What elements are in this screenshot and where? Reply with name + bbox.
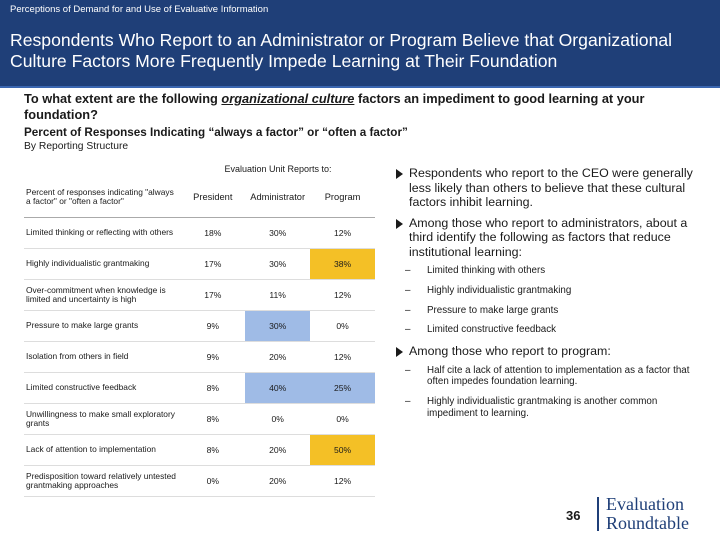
- question-emphasis: organizational culture: [221, 91, 355, 106]
- dash-bullet-icon: –: [405, 265, 411, 276]
- arrow-bullet-icon: [396, 347, 403, 358]
- finding-text: Respondents who report to the CEO were g…: [409, 166, 693, 209]
- row-label: Over-commitment when knowledge is limite…: [24, 279, 181, 311]
- sub-bullet: – Limited thinking with others: [396, 265, 702, 277]
- table-row: Lack of attention to implementation 8% 2…: [24, 434, 375, 466]
- row-label: Lack of attention to implementation: [24, 434, 181, 466]
- cell-program: 12%: [310, 279, 375, 311]
- cell-program: 0%: [310, 403, 375, 435]
- table-header-row: Percent of responses indicating "always …: [24, 177, 375, 218]
- cell-president: 17%: [180, 248, 246, 280]
- cell-administrator: 11%: [245, 279, 311, 311]
- dash-bullet-icon: –: [405, 364, 411, 376]
- section-kicker: Perceptions of Demand for and Use of Eva…: [10, 4, 269, 15]
- column-header-administrator: Administrator: [245, 177, 311, 218]
- column-header-president: President: [180, 177, 246, 218]
- cell-president: 18%: [180, 217, 246, 249]
- survey-question: To what extent are the following organiz…: [24, 91, 694, 123]
- table-row: Limited constructive feedback 8% 40% 25%: [24, 372, 375, 404]
- cell-program: 12%: [310, 341, 375, 373]
- table-group-header: Evaluation Unit Reports to:: [224, 164, 332, 174]
- header-banner: [0, 0, 720, 88]
- logo-wordmark-line2: Roundtable: [606, 513, 689, 533]
- cell-program: 12%: [310, 465, 375, 497]
- table-row: Over-commitment when knowledge is limite…: [24, 279, 375, 311]
- cell-administrator: 30%: [245, 217, 311, 249]
- dash-bullet-icon: –: [405, 304, 411, 316]
- finding-bullet: Respondents who report to the CEO were g…: [396, 166, 702, 210]
- question-text-pre: To what extent are the following: [24, 91, 222, 106]
- cell-program-highlight: 25%: [310, 372, 375, 404]
- row-label: Limited constructive feedback: [24, 372, 181, 404]
- table-row: Highly individualistic grantmaking 17% 3…: [24, 248, 375, 280]
- cell-program-highlight: 38%: [310, 248, 375, 280]
- sub-bullet: – Highly individualistic grantmaking is a…: [396, 396, 702, 420]
- cell-president: 8%: [180, 403, 246, 435]
- row-label: Unwillingness to make small exploratory …: [24, 403, 181, 435]
- cell-president: 9%: [180, 341, 246, 373]
- dash-bullet-icon: –: [405, 324, 411, 336]
- sub-bullet-text: Half cite a lack of attention to impleme…: [427, 364, 690, 388]
- dash-bullet-icon: –: [405, 396, 411, 408]
- sub-bullet-text: Limited thinking with others: [427, 265, 546, 276]
- table-row: Limited thinking or reflecting with othe…: [24, 217, 375, 249]
- table-subtitle-secondary: By Reporting Structure: [24, 141, 129, 152]
- key-findings: Respondents who report to the CEO were g…: [396, 166, 702, 428]
- sub-bullet: – Pressure to make large grants: [396, 305, 702, 317]
- table-row: Unwillingness to make small exploratory …: [24, 403, 375, 435]
- cell-administrator: 20%: [245, 465, 311, 497]
- logo-wordmark-line1: Evaluation: [606, 494, 684, 514]
- cell-administrator: 30%: [245, 248, 311, 280]
- cell-administrator-highlight: 40%: [245, 372, 311, 404]
- cell-administrator-highlight: 30%: [245, 310, 311, 342]
- logo-bar: [597, 497, 599, 531]
- row-label: Pressure to make large grants: [24, 310, 181, 342]
- question-text-post: factors an impediment to good learning a…: [24, 91, 645, 122]
- page-number: 36: [566, 508, 581, 523]
- column-header-program: Program: [310, 177, 375, 218]
- cell-program: 0%: [310, 310, 375, 342]
- cell-president: 8%: [180, 434, 246, 466]
- finding-text: Among those who report to program:: [409, 344, 611, 359]
- row-header-label: Percent of responses indicating "always …: [24, 177, 181, 218]
- header-divider: [0, 86, 720, 88]
- finding-bullet: Among those who report to program:: [396, 344, 702, 359]
- results-table: Percent of responses indicating "always …: [24, 177, 375, 497]
- cell-program-highlight: 50%: [310, 434, 375, 466]
- row-label: Predisposition toward relatively unteste…: [24, 465, 181, 497]
- sub-bullet-text: Highly individualistic grantmaking: [427, 284, 572, 296]
- sub-bullet: – Limited constructive feedback: [396, 324, 702, 336]
- cell-president: 17%: [180, 279, 246, 311]
- arrow-bullet-icon: [396, 218, 403, 229]
- sub-bullet: – Highly individualistic grantmaking: [396, 285, 702, 297]
- finding-bullet: Among those who report to administrators…: [396, 216, 702, 260]
- sub-bullet-text: Limited constructive feedback: [427, 324, 557, 336]
- table-row: Pressure to make large grants 9% 30% 0%: [24, 310, 375, 342]
- cell-administrator: 20%: [245, 341, 311, 373]
- row-label: Limited thinking or reflecting with othe…: [24, 217, 181, 249]
- arrow-bullet-icon: [396, 169, 403, 179]
- row-label: Isolation from others in field: [24, 341, 181, 373]
- table-row: Isolation from others in field 9% 20% 12…: [24, 341, 375, 373]
- sub-bullet-text: Pressure to make large grants: [427, 304, 559, 316]
- page-title: Respondents Who Report to an Administrat…: [10, 30, 673, 71]
- row-label: Highly individualistic grantmaking: [24, 248, 181, 280]
- cell-president: 9%: [180, 310, 246, 342]
- cell-administrator: 20%: [245, 434, 311, 466]
- cell-program: 12%: [310, 217, 375, 249]
- cell-administrator: 0%: [245, 403, 311, 435]
- sub-bullet: – Half cite a lack of attention to implem…: [396, 365, 702, 389]
- finding-text: Among those who report to administrators…: [409, 215, 688, 259]
- cell-president: 0%: [180, 465, 246, 497]
- table-row: Predisposition toward relatively unteste…: [24, 465, 375, 497]
- cell-president: 8%: [180, 372, 246, 404]
- table-subtitle: Percent of Responses Indicating “always …: [24, 126, 408, 139]
- sub-bullet-text: Highly individualistic grantmaking is an…: [427, 396, 658, 420]
- dash-bullet-icon: –: [405, 284, 411, 296]
